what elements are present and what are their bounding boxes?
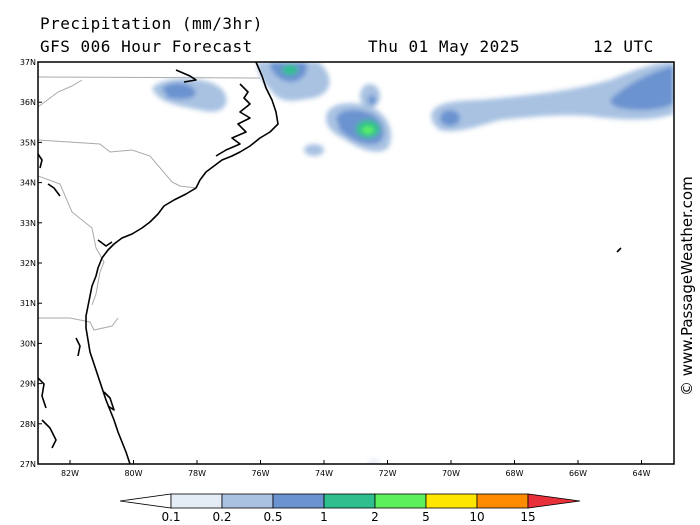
colorbar-segment [323, 493, 376, 509]
colorbar-segment [170, 493, 223, 509]
colorbar-label: 1 [320, 510, 328, 524]
colorbar-segment [272, 493, 325, 509]
precip-area-small-cell-core [368, 95, 376, 105]
latitude-axis: 37N 36N 35N 34N 33N 32N 31N 30N 29N 28N 27N [20, 58, 42, 469]
lon-label: 82W [61, 469, 79, 478]
precip-band-east [431, 62, 674, 132]
colorbar-high-arrow [527, 493, 581, 509]
colorbar-label: 10 [469, 510, 484, 524]
lon-label: 66W [569, 469, 587, 478]
lat-label: 27N [20, 460, 36, 469]
lon-label: 80W [124, 469, 142, 478]
colorbar-low-arrow [119, 493, 172, 509]
state-borders [38, 76, 261, 331]
coastline-sound [215, 83, 251, 157]
lon-label: 76W [251, 469, 269, 478]
lat-label: 35N [20, 138, 36, 147]
colorbar-segment [221, 493, 274, 509]
colorbar-label: 0.2 [212, 510, 231, 524]
lat-label: 37N [20, 58, 36, 67]
precip-area-offshore-cell-peak [362, 126, 374, 134]
lat-label: 29N [20, 380, 36, 389]
colorbar: 0.1 0.2 0.5 1 2 5 10 15 [119, 493, 581, 524]
precip-band-east-west-core [440, 110, 460, 126]
coastline-islands [175, 69, 197, 83]
colorbar-label: 0.5 [263, 510, 282, 524]
lat-label: 30N [20, 339, 36, 348]
lat-label: 32N [20, 259, 36, 268]
credit-text: © www.PassageWeather.com [678, 176, 696, 396]
colorbar-segment [374, 493, 427, 509]
colorbar-segment [476, 493, 529, 509]
lon-label: 74W [315, 469, 333, 478]
lon-label: 68W [505, 469, 523, 478]
precip-area-nc-inland-core [162, 83, 196, 100]
precipitation-areas [152, 62, 674, 464]
coastline-mainland [85, 62, 279, 464]
forecast-time: 12 UTC [593, 37, 654, 56]
lon-label: 70W [442, 469, 460, 478]
map-title: Precipitation (mm/3hr) [40, 14, 263, 33]
colorbar-label: 0.1 [161, 510, 180, 524]
precip-area-speck [304, 144, 324, 156]
colorbar-label: 5 [422, 510, 430, 524]
colorbar-label: 15 [520, 510, 535, 524]
lat-label: 34N [20, 179, 36, 188]
lon-label: 72W [378, 469, 396, 478]
forecast-date: Thu 01 May 2025 [368, 37, 520, 56]
model-label: GFS 006 Hour Forecast [40, 37, 253, 56]
lat-label: 31N [20, 299, 36, 308]
plot-area [38, 62, 674, 464]
precip-band-east-core [610, 66, 674, 111]
coastline [38, 62, 622, 464]
lon-label: 78W [188, 469, 206, 478]
precip-speck-south [368, 459, 380, 464]
precip-area-outer-banks-peak [282, 65, 298, 75]
lat-label: 33N [20, 219, 36, 228]
colorbar-label: 2 [371, 510, 379, 524]
lat-label: 28N [20, 420, 36, 429]
longitude-axis: 82W 80W 78W 76W 74W 72W 70W 68W 66W 64W [61, 460, 651, 478]
colorbar-segment [425, 493, 478, 509]
lon-label: 64W [632, 469, 650, 478]
lat-label: 36N [20, 98, 36, 107]
